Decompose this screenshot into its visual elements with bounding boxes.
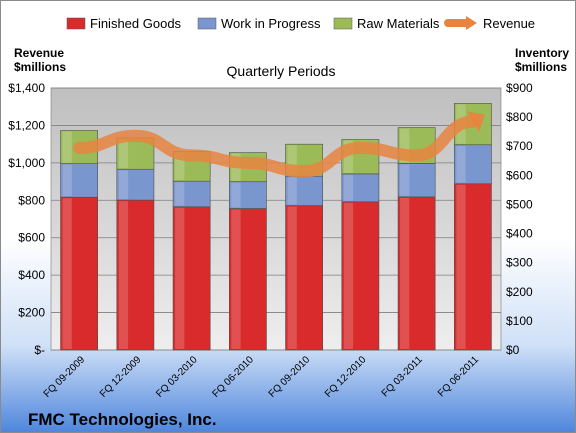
bar-highlight: [343, 202, 354, 349]
bar-highlight: [456, 145, 466, 183]
bar-highlight: [343, 174, 354, 201]
bar-highlight: [400, 164, 410, 196]
bar-highlight: [287, 145, 297, 176]
x-tick-label: FQ 03-2010: [154, 354, 200, 400]
bar-highlight: [231, 209, 241, 349]
right-tick-label: $800: [506, 110, 533, 124]
bar-finished-goods: [285, 205, 323, 351]
revenue-line-path: [73, 115, 479, 178]
right-tick-label: $700: [506, 139, 533, 153]
right-tick-label: $500: [506, 197, 533, 211]
bar-finished-goods: [116, 199, 155, 351]
bar-finished-goods: [172, 206, 211, 351]
company-name: FMC Technologies, Inc.: [28, 410, 217, 429]
left-axis-title-line1: Revenue: [14, 46, 64, 60]
right-tick-label: $400: [506, 227, 533, 241]
left-tick-label: $1,200: [8, 118, 45, 132]
bar-highlight: [175, 207, 185, 349]
left-tick-label: $400: [18, 268, 45, 282]
legend: Finished Goods Work in Progress Raw Mate…: [66, 16, 535, 31]
bar-work-in-progress: [454, 144, 492, 185]
revenue-arrowhead: [466, 111, 485, 132]
right-tick-label: $0: [506, 343, 520, 357]
bar-work-in-progress: [172, 180, 211, 208]
legend-label-finished-goods: Finished Goods: [90, 16, 182, 31]
bar-highlight: [287, 206, 297, 349]
x-tick-label: FQ 06-2011: [436, 354, 481, 399]
x-tick-label: FQ 12-2009: [98, 354, 144, 400]
right-tick-label: $100: [506, 314, 533, 328]
bar-finished-goods: [60, 196, 98, 351]
bar-highlight: [118, 170, 129, 200]
bar-highlight: [175, 182, 185, 206]
bar-finished-goods: [229, 208, 267, 351]
bar-work-in-progress: [285, 175, 323, 206]
bar-highlight: [456, 184, 466, 349]
bar-work-in-progress: [229, 181, 267, 209]
bar-highlight: [231, 182, 241, 208]
legend-label-work-in-progress: Work in Progress: [221, 16, 321, 31]
x-tick-label: FQ 06-2010: [210, 354, 256, 400]
bar-highlight: [343, 140, 354, 173]
bar-highlight: [62, 198, 72, 349]
bar-highlight: [400, 128, 410, 163]
bar-finished-goods: [397, 196, 436, 351]
x-tick-label: FQ 09-2010: [267, 354, 313, 400]
x-tick-label: FQ 09-2009: [42, 354, 88, 400]
bar-highlight: [118, 138, 129, 169]
left-tick-label: $200: [18, 306, 45, 320]
right-axis-title-line2: $millions: [515, 60, 567, 74]
revenue-line: [73, 111, 485, 178]
legend-label-raw-materials: Raw Materials: [357, 16, 440, 31]
right-tick-label: $900: [506, 81, 533, 95]
left-tick-label: $1,000: [8, 156, 45, 170]
bar-finished-goods: [341, 201, 380, 351]
right-tick-label: $200: [506, 285, 533, 299]
bar-highlight: [287, 177, 297, 205]
legend-arrow-revenue: [466, 16, 477, 30]
left-axis-title-line2: $millions: [14, 60, 66, 74]
bar-work-in-progress: [116, 168, 155, 201]
right-tick-label: $600: [506, 168, 533, 182]
bars: [60, 103, 492, 351]
legend-swatch-work-in-progress: [197, 17, 217, 30]
bar-finished-goods: [454, 183, 492, 351]
legend-label-revenue: Revenue: [483, 16, 535, 31]
bar-highlight: [62, 131, 72, 163]
left-tick-label: $600: [18, 231, 45, 245]
x-tick-label: FQ 03-2011: [380, 354, 425, 399]
left-tick-label: $-: [34, 343, 45, 357]
bar-highlight: [175, 152, 185, 181]
bar-highlight: [62, 164, 72, 197]
chart-title: Quarterly Periods: [227, 63, 336, 79]
x-axis-ticks: FQ 09-2009 FQ 12-2009 FQ 03-2010 FQ 06-2010…: [42, 354, 482, 400]
bar-highlight: [118, 201, 129, 349]
right-tick-label: $300: [506, 256, 533, 270]
legend-swatch-raw-materials: [333, 17, 353, 30]
left-tick-label: $1,400: [8, 81, 45, 95]
x-tick-label: FQ 12-2010: [323, 354, 369, 400]
bar-work-in-progress: [397, 163, 436, 198]
bar-highlight: [400, 197, 410, 349]
right-axis-title-line1: Inventory: [515, 46, 569, 60]
legend-swatch-finished-goods: [66, 17, 86, 30]
left-tick-label: $800: [18, 193, 45, 207]
right-axis-ticks: $0 $100 $200 $300 $400 $500 $600 $700 $800 $900: [506, 81, 533, 357]
left-axis-ticks: $- $200 $400 $600 $800 $1,000 $1,200 $1,400: [8, 81, 45, 357]
